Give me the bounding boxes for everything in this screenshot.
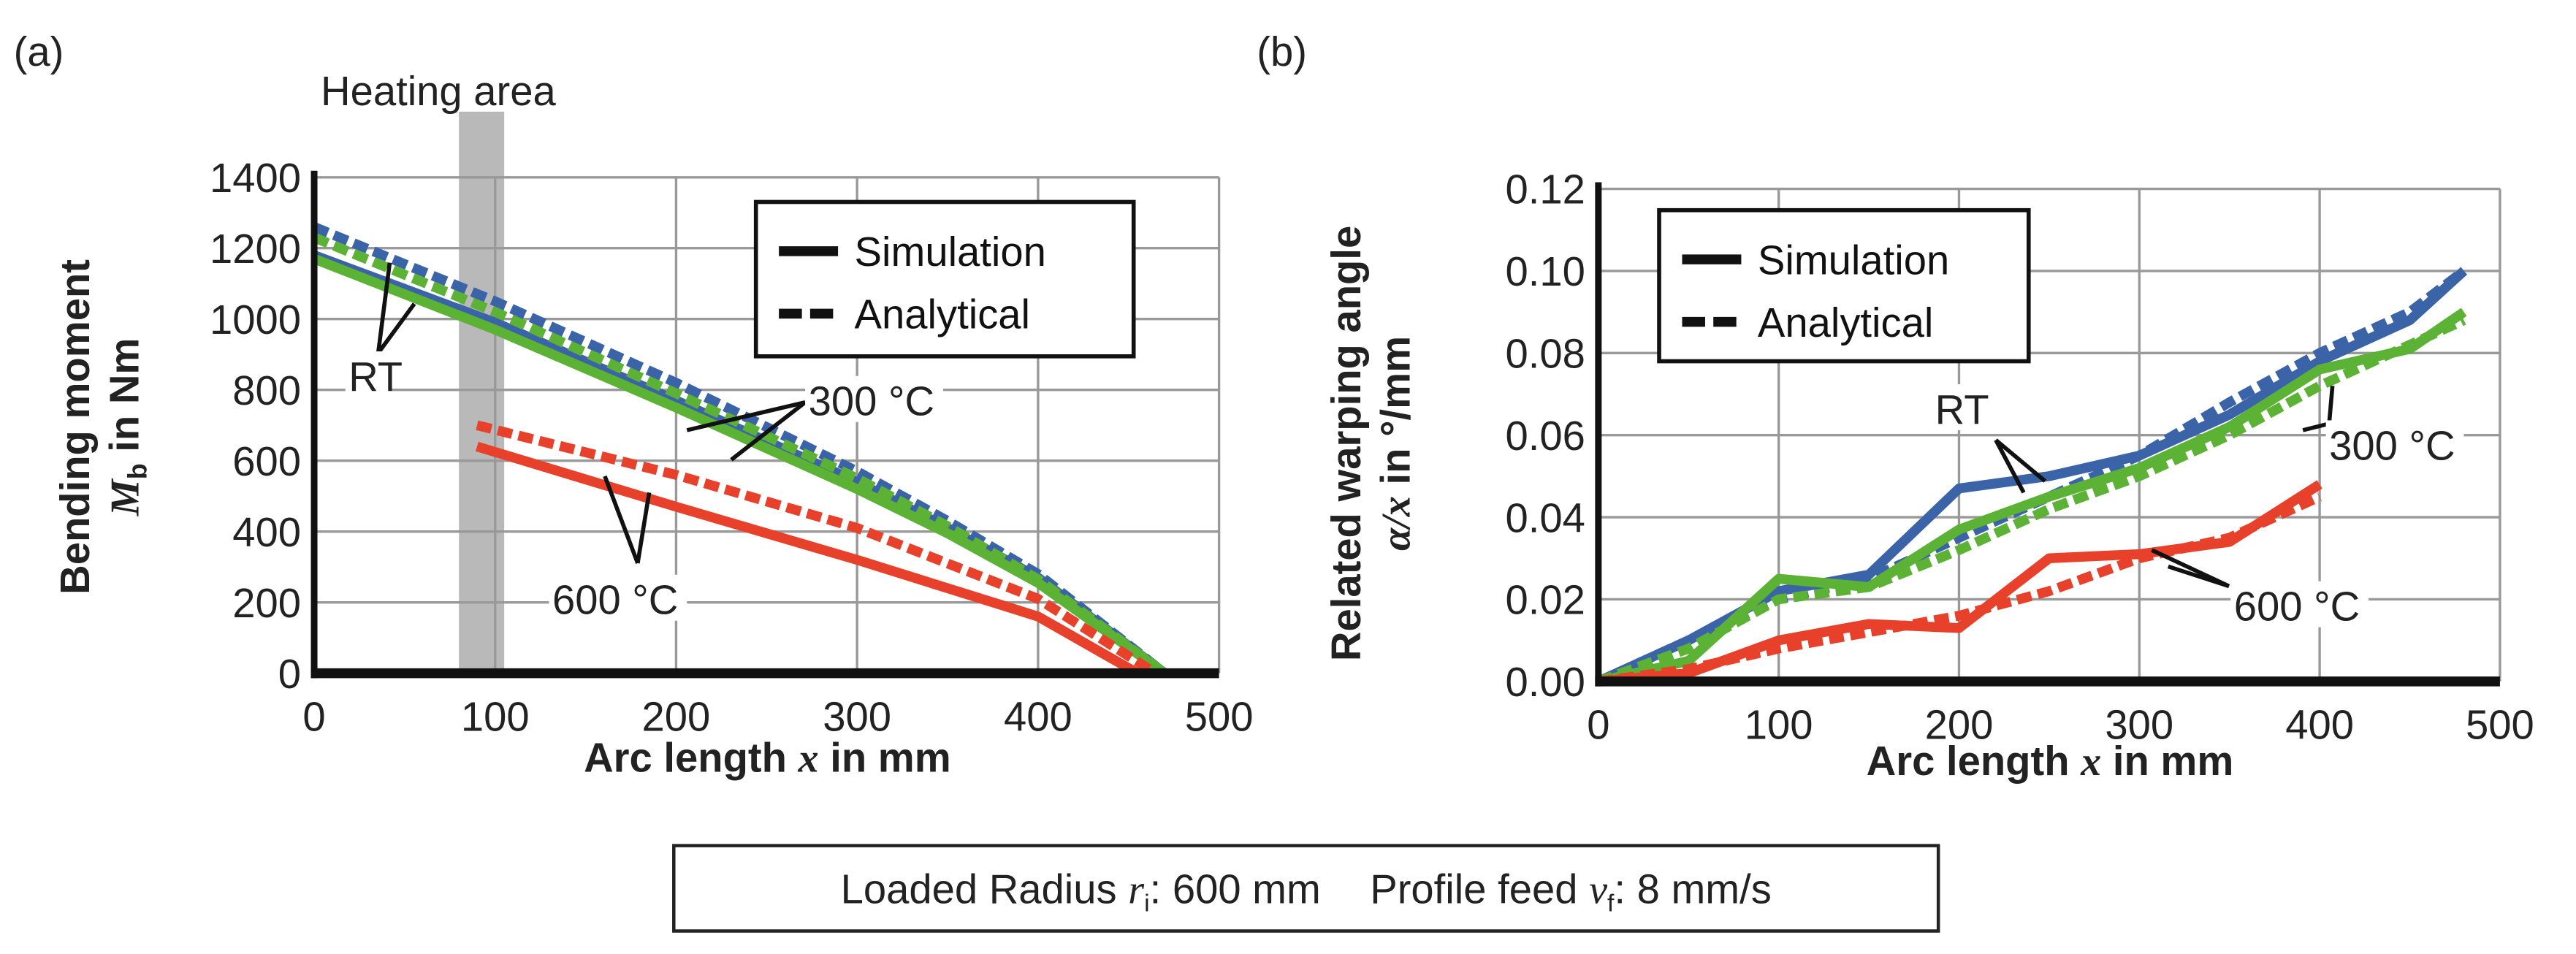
- panel-label-a: (a): [14, 28, 64, 75]
- x-tick-label: 100: [1745, 702, 1813, 748]
- annotation-label: RT: [1935, 386, 1989, 432]
- panel-label-b: (b): [1257, 28, 1307, 75]
- y-tick-label: 0.12: [1506, 167, 1585, 213]
- y-tick-label: 0.08: [1506, 331, 1585, 377]
- series-line-300-dashed: [312, 232, 1168, 678]
- chart-b-xlabel: Arc length x in mm: [1867, 738, 2234, 785]
- chart-b-ylabel: Related warping angle α/x in °/mm: [1323, 226, 1419, 661]
- annotation-pointer: [1994, 438, 2047, 483]
- annotation-bg: [345, 351, 392, 397]
- y-tick-label: 1400: [210, 155, 301, 201]
- y-tick-label: 0.04: [1506, 495, 1585, 541]
- annotation-pointer: [730, 400, 807, 462]
- chart-a-ylabel: Bending moment Mb in Nm: [52, 259, 153, 595]
- svg-text:Related warping angle: Related warping angle: [1323, 226, 1369, 661]
- legend-label-simulation: Simulation: [1758, 237, 1949, 283]
- x-tick-label: 100: [461, 693, 530, 739]
- y-tick-label: 0: [278, 651, 301, 697]
- y-tick-label: 0.10: [1506, 248, 1585, 294]
- chart-a-xlabel: Arc length x in mm: [584, 734, 951, 781]
- annotation-bg: [2230, 581, 2369, 627]
- legend-label-simulation: Simulation: [855, 229, 1046, 275]
- x-tick-label: 400: [2285, 702, 2354, 748]
- y-tick-label: 1000: [210, 297, 301, 343]
- x-tick-label: 500: [1185, 693, 1254, 739]
- annotation-label: 300 °C: [809, 378, 934, 424]
- series-line-300-solid: [1597, 308, 2467, 687]
- y-tick-label: 0.02: [1506, 577, 1585, 623]
- parameter-box: Loaded Radius ri: 600 mm Profile feed vf:…: [672, 844, 1940, 933]
- parameter-text: Loaded Radius ri: 600 mm Profile feed vf:…: [841, 866, 1772, 917]
- x-tick-label: 200: [642, 693, 711, 739]
- annotation-pointer: [2327, 386, 2335, 424]
- y-tick-label: 200: [232, 580, 301, 626]
- x-tick-label: 0: [302, 693, 325, 739]
- x-tick-label: 500: [2466, 702, 2534, 748]
- x-tick-label: 300: [823, 693, 891, 739]
- x-tick-label: 0: [1587, 702, 1609, 748]
- annotation-pointer: [2302, 421, 2330, 432]
- svg-text:Mb in Nm: Mb in Nm: [102, 338, 153, 517]
- series-line-600-dashed: [476, 420, 1159, 678]
- annotation-pointer: [376, 302, 416, 354]
- y-tick-label: 0.00: [1506, 659, 1585, 705]
- series-line-300-dashed: [1596, 316, 2466, 687]
- x-tick-label: 200: [1925, 702, 1994, 748]
- legend-label-analytical: Analytical: [1758, 299, 1933, 346]
- series-line-600-solid: [1598, 480, 2322, 687]
- annotation-pointer: [636, 492, 652, 564]
- legend-box: [1657, 207, 2031, 364]
- annotation-pointer: [603, 475, 640, 565]
- svg-text:α/x in °/mm: α/x in °/mm: [1372, 336, 1419, 551]
- annotation-pointer: [2167, 564, 2230, 589]
- annotation-label: RT: [348, 354, 403, 400]
- legend-box: [753, 199, 1136, 359]
- annotation-bg: [2325, 420, 2464, 467]
- annotation-bg: [805, 375, 943, 422]
- y-tick-label: 1200: [210, 226, 301, 272]
- y-tick-label: 0.06: [1506, 413, 1585, 459]
- annotation-bg: [549, 574, 687, 621]
- y-tick-label: 800: [232, 367, 301, 413]
- y-tick-label: 600: [232, 438, 301, 484]
- chart-b: 0 100 200 300 400 500 0.00 0.02 0.04 0.06 0.08 0.10…: [1506, 167, 2534, 748]
- heating-area-band: [459, 111, 505, 673]
- annotation-bg: [1932, 383, 1978, 430]
- annotation-pointer: [686, 400, 806, 432]
- series-line-600-dashed: [1597, 492, 2322, 687]
- chart-a: 0 100 200 300 400 500 0 200 400 600 800 1000 1200 140…: [210, 111, 1254, 739]
- svg-text:Bending moment: Bending moment: [52, 259, 98, 595]
- legend-label-analytical: Analytical: [855, 291, 1030, 337]
- annotation-label: 600 °C: [2234, 584, 2360, 630]
- annotation-label: 600 °C: [552, 577, 678, 623]
- annotation-pointer: [1994, 439, 2026, 494]
- y-tick-label: 400: [232, 509, 301, 555]
- x-tick-label: 300: [2105, 702, 2173, 748]
- x-tick-label: 400: [1004, 693, 1072, 739]
- annotation-label: 300 °C: [2329, 422, 2455, 468]
- heating-area-label: Heating area: [321, 68, 556, 114]
- annotation-pointer: [376, 262, 392, 354]
